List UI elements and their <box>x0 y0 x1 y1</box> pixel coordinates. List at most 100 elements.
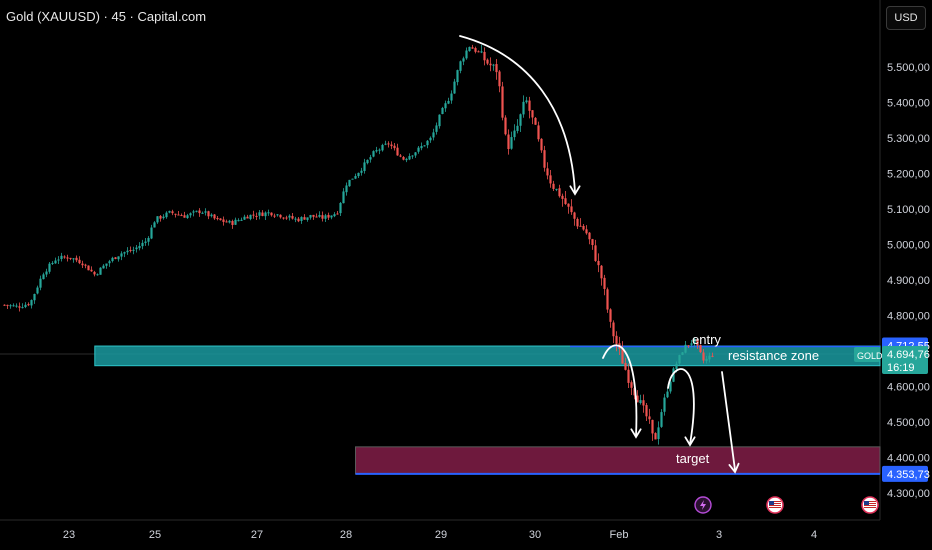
candles-group <box>3 44 714 445</box>
candle-body <box>543 150 546 168</box>
candle-body <box>267 212 270 214</box>
candle-body <box>222 219 225 222</box>
candle-body <box>57 259 60 261</box>
candle-body <box>420 146 423 149</box>
candle-body <box>483 51 486 61</box>
candle-body <box>396 147 399 156</box>
candle-body <box>639 400 642 404</box>
candle-body <box>432 132 435 138</box>
candle-body <box>711 355 714 357</box>
candle-body <box>207 211 210 217</box>
candle-body <box>90 269 93 272</box>
candle-body <box>366 159 369 164</box>
candle-body <box>327 214 330 218</box>
candle-body <box>246 216 249 219</box>
candle-body <box>414 152 417 156</box>
candle-body <box>663 397 666 412</box>
curved-arrow-1 <box>602 344 638 437</box>
y-tick-label: 4.300,00 <box>887 488 930 500</box>
candle-body <box>594 245 597 261</box>
candle-body <box>318 214 321 217</box>
candle-body <box>531 110 534 118</box>
candle-body <box>135 247 138 250</box>
candle-body <box>24 304 27 308</box>
target-price-tag-text: 4.353,73 <box>887 469 930 481</box>
arrow-head-3 <box>728 462 740 474</box>
candle-body <box>141 242 144 247</box>
candle-body <box>672 368 675 382</box>
candle-body <box>294 218 297 220</box>
candle-body <box>126 250 129 253</box>
candle-body <box>171 211 174 214</box>
candle-body <box>378 149 381 151</box>
us-flag-canton <box>864 501 869 505</box>
candle-body <box>18 306 21 308</box>
candle-body <box>96 274 99 276</box>
candle-body <box>132 249 135 251</box>
candle-body <box>192 211 195 213</box>
candle-body <box>453 81 456 94</box>
candle-body <box>651 419 654 434</box>
x-tick-label: 4 <box>811 529 817 541</box>
candle-body <box>462 58 465 62</box>
candle-body <box>303 217 306 220</box>
candle-body <box>528 100 531 111</box>
currency-button[interactable]: USD <box>886 6 926 30</box>
candle-body <box>255 215 258 217</box>
curved-arrow-top <box>459 35 576 193</box>
candle-body <box>381 144 384 151</box>
candle-body <box>405 158 408 161</box>
candle-body <box>285 217 288 219</box>
candle-body <box>12 305 15 307</box>
candle-body <box>78 259 81 264</box>
candle-body <box>156 216 159 223</box>
candle-body <box>606 289 609 310</box>
candle-body <box>567 203 570 207</box>
candle-body <box>159 215 162 219</box>
candle-body <box>654 433 657 440</box>
lightning-icon-glyph <box>700 500 706 510</box>
candle-body <box>345 185 348 193</box>
candle-body <box>372 151 375 157</box>
candle-body <box>480 51 483 53</box>
candle-body <box>390 144 393 147</box>
candle-body <box>240 219 243 221</box>
candle-body <box>39 278 42 288</box>
candle-body <box>324 215 327 219</box>
candle-body <box>399 155 402 157</box>
candle-body <box>162 216 165 219</box>
resistance-zone-label: resistance zone <box>728 348 819 363</box>
candle-body <box>675 363 678 370</box>
candle-body <box>51 262 54 264</box>
candle-body <box>93 271 96 275</box>
us-flag-stripe <box>864 501 876 502</box>
candle-body <box>120 253 123 257</box>
candle-body <box>630 382 633 388</box>
candle-body <box>375 150 378 152</box>
arrow-head-2 <box>684 436 696 447</box>
y-tick-label: 4.800,00 <box>887 311 930 323</box>
candle-body <box>108 261 111 264</box>
candle-body <box>177 214 180 216</box>
candle-body <box>471 47 474 49</box>
candle-body <box>237 220 240 222</box>
candle-body <box>123 252 126 254</box>
candle-body <box>564 198 567 204</box>
candle-body <box>129 250 132 252</box>
candle-body <box>357 172 360 177</box>
candle-body <box>183 215 186 218</box>
candle-body <box>498 71 501 87</box>
candle-body <box>273 215 276 217</box>
candle-body <box>216 218 219 220</box>
candle-body <box>300 217 303 221</box>
candle-body <box>573 212 576 219</box>
candle-body <box>369 157 372 160</box>
candle-body <box>648 416 651 420</box>
target-zone[interactable] <box>355 446 881 475</box>
y-tick-label: 5.400,00 <box>887 98 930 110</box>
candle-body <box>408 156 411 160</box>
candle-body <box>459 61 462 71</box>
candle-body <box>705 358 708 361</box>
